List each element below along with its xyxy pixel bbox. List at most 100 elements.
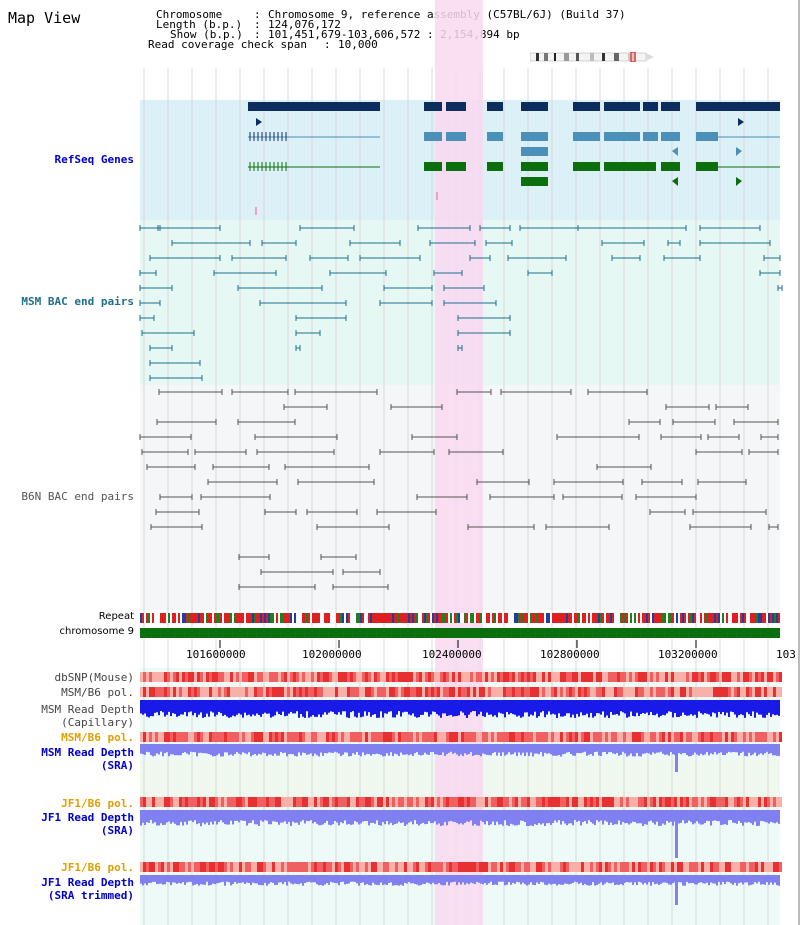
depth-bar bbox=[410, 810, 412, 822]
heat-cell bbox=[542, 862, 545, 872]
repeat-mark bbox=[682, 613, 684, 623]
repeat-mark bbox=[266, 613, 268, 623]
heat-cell bbox=[332, 862, 335, 872]
depth-bar bbox=[738, 810, 740, 821]
heat-cell bbox=[593, 797, 596, 807]
depth-bar bbox=[646, 700, 648, 713]
depth-bar bbox=[446, 700, 448, 717]
depth-bar bbox=[664, 810, 666, 825]
chromosome-ideogram[interactable] bbox=[530, 52, 654, 62]
depth-bar bbox=[748, 744, 750, 753]
repeat-mark bbox=[320, 613, 322, 623]
repeat-mark bbox=[768, 613, 770, 623]
heat-cell bbox=[614, 687, 617, 697]
heat-cell bbox=[284, 672, 287, 682]
heat-cell bbox=[356, 732, 359, 742]
depth-bar bbox=[462, 875, 464, 883]
heat-cell bbox=[749, 687, 752, 697]
heat-cell bbox=[194, 687, 197, 697]
depth-bar bbox=[564, 700, 566, 716]
heat-cell bbox=[392, 687, 395, 697]
heat-cell bbox=[665, 732, 668, 742]
heat-cell bbox=[707, 862, 710, 872]
depth-bar bbox=[494, 875, 496, 885]
repeat-mark bbox=[256, 613, 258, 623]
repeat-mark bbox=[500, 613, 502, 623]
depth-bar bbox=[484, 810, 486, 825]
depth-bar bbox=[570, 744, 572, 755]
heat-cell bbox=[206, 672, 209, 682]
heat-cell bbox=[734, 672, 737, 682]
heat-cell bbox=[512, 862, 515, 872]
heat-cell bbox=[281, 687, 284, 697]
heat-cell bbox=[530, 862, 533, 872]
repeat-mark bbox=[192, 613, 194, 623]
heat-cell bbox=[668, 797, 671, 807]
heat-cell bbox=[416, 672, 419, 682]
heat-cell bbox=[575, 862, 578, 872]
repeat-mark bbox=[572, 613, 574, 623]
heat-cell bbox=[269, 687, 272, 697]
heat-cell bbox=[335, 732, 338, 742]
depth-bar bbox=[488, 875, 490, 884]
heat-cell bbox=[698, 862, 701, 872]
heat-cell bbox=[689, 687, 692, 697]
depth-bar bbox=[750, 810, 752, 824]
heat-cell bbox=[602, 672, 605, 682]
repeat-mark bbox=[472, 613, 474, 623]
heat-cell bbox=[254, 797, 257, 807]
depth-bar bbox=[742, 744, 744, 752]
repeat-mark bbox=[664, 613, 666, 623]
repeat-mark bbox=[628, 613, 630, 623]
heat-cell bbox=[344, 862, 347, 872]
depth-bar bbox=[424, 810, 426, 825]
depth-bar bbox=[602, 700, 604, 712]
depth-bar bbox=[372, 700, 374, 715]
heat-cell bbox=[524, 687, 527, 697]
depth-bar bbox=[224, 810, 226, 825]
heat-cell bbox=[317, 862, 320, 872]
selection-highlight bbox=[435, 0, 483, 925]
depth-bar bbox=[596, 744, 598, 752]
depth-bar bbox=[736, 810, 738, 824]
depth-bar bbox=[222, 875, 224, 882]
gene-mark bbox=[255, 207, 257, 215]
depth-bar bbox=[656, 700, 658, 714]
depth-bar bbox=[414, 810, 416, 821]
depth-bar bbox=[570, 700, 572, 718]
depth-bar bbox=[490, 700, 492, 715]
depth-bar bbox=[762, 700, 764, 718]
heat-cell bbox=[644, 672, 647, 682]
depth-bar bbox=[354, 700, 356, 717]
depth-bar bbox=[694, 810, 696, 824]
heat-cell bbox=[725, 797, 728, 807]
heat-cell bbox=[620, 672, 623, 682]
depth-bar bbox=[600, 875, 602, 883]
depth-bar bbox=[204, 700, 206, 718]
depth-bar bbox=[208, 744, 210, 754]
depth-bar bbox=[452, 700, 454, 717]
depth-bar bbox=[644, 744, 646, 754]
heat-cell bbox=[200, 732, 203, 742]
depth-bar bbox=[352, 700, 354, 712]
heat-cell bbox=[746, 672, 749, 682]
depth-bar bbox=[658, 700, 660, 718]
heat-cell bbox=[230, 797, 233, 807]
heat-cell bbox=[386, 797, 389, 807]
heat-cell bbox=[416, 687, 419, 697]
depth-bar bbox=[764, 744, 766, 754]
coverage-value: 10,000 bbox=[338, 38, 378, 51]
heat-cell bbox=[764, 672, 767, 682]
repeat-mark bbox=[190, 613, 192, 623]
depth-bar bbox=[394, 744, 396, 754]
depth-bar bbox=[156, 700, 158, 713]
depth-bar bbox=[712, 875, 714, 884]
repeat-mark bbox=[750, 613, 752, 623]
depth-bar bbox=[672, 744, 674, 755]
heat-cell bbox=[581, 672, 584, 682]
heat-cell bbox=[146, 797, 149, 807]
heat-cell bbox=[341, 797, 344, 807]
heat-cell bbox=[581, 797, 584, 807]
heat-cell bbox=[413, 862, 416, 872]
